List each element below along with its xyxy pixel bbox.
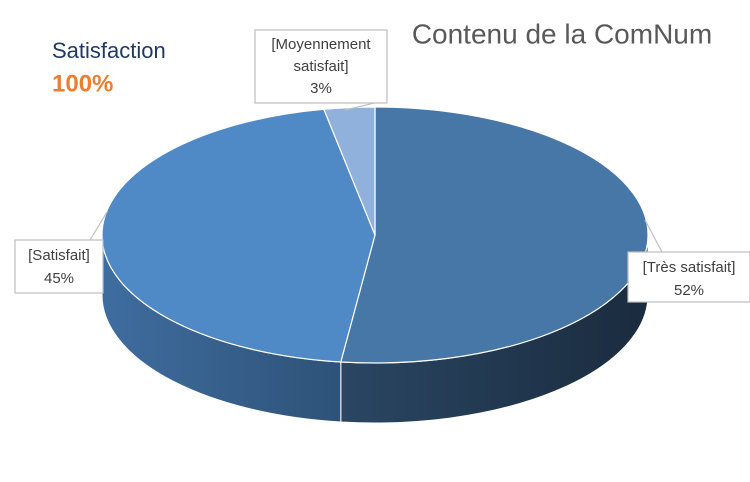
leader-line [89,211,108,241]
category-label: [Satisfait] [28,247,90,264]
kpi-label: Satisfaction [52,38,166,63]
category-label: [Moyennement satisfait] [271,36,371,75]
value-label: 45% [44,270,74,287]
label-box [254,29,388,104]
value-label: 3% [310,80,332,97]
value-label: 52% [674,282,704,299]
label-box [14,239,104,294]
labels: [Très satisfait] 52% [Satisfait] 45% [Moyenn… [14,29,750,303]
category-label-line: [Moyennement [271,36,371,53]
slice [340,106,649,364]
leader-line [644,219,663,253]
slice [322,106,376,236]
slice [101,108,376,363]
kpi-value: 100% [52,70,113,97]
pie [101,106,649,424]
category-label: [Très satisfait] [643,259,736,276]
category-label-line: satisfait] [293,58,348,75]
chart-title: Contenu de la ComNum [412,18,712,49]
label-box [627,251,750,303]
